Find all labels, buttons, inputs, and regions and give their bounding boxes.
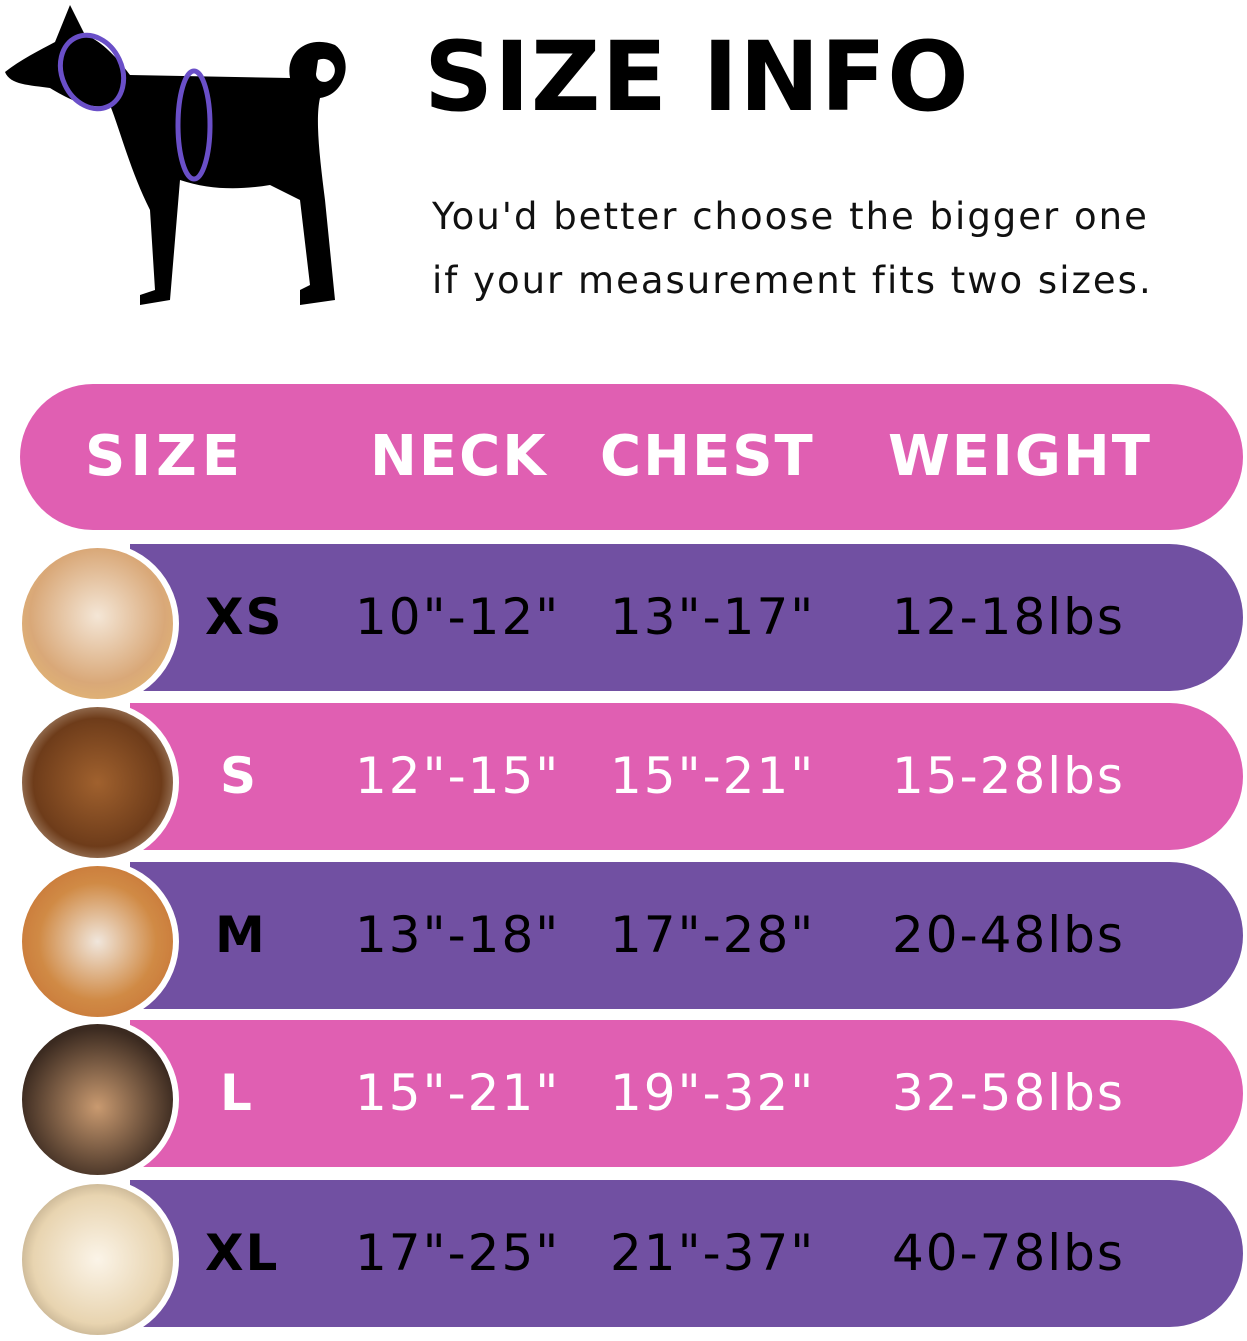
size-note: You'd better choose the bigger one if yo…	[432, 185, 1153, 313]
weight-cell: 32-58lbs	[892, 1064, 1125, 1122]
dog-measurement-icon	[5, 5, 346, 305]
row-bar	[130, 862, 1243, 1009]
weight-cell: 40-78lbs	[892, 1224, 1125, 1282]
weight-cell: 20-48lbs	[892, 906, 1125, 964]
size-cell: XS	[205, 588, 284, 646]
weight-cell: 15-28lbs	[892, 747, 1125, 805]
french-bulldog-photo	[16, 1018, 179, 1181]
table-row: XS 10"-12" 13"-17" 12-18lbs	[16, 542, 1243, 705]
row-bar	[130, 1020, 1243, 1167]
row-bar	[130, 544, 1243, 691]
row-bar	[130, 1180, 1243, 1327]
header-weight: WEIGHT	[888, 424, 1152, 489]
header-neck: NECK	[370, 424, 548, 489]
chest-cell: 13"-17"	[610, 588, 816, 646]
weight-cell: 12-18lbs	[892, 588, 1125, 646]
table-header: SIZE NECK CHEST WEIGHT	[20, 384, 1243, 530]
row-bar	[130, 703, 1243, 850]
table-row: S 12"-15" 15"-21" 15-28lbs	[16, 701, 1243, 864]
chest-cell: 15"-21"	[610, 747, 816, 805]
size-cell: M	[215, 906, 267, 964]
note-line-1: You'd better choose the bigger one	[432, 195, 1149, 238]
labrador-photo	[16, 1178, 179, 1341]
shiba-photo	[16, 860, 179, 1023]
header-size: SIZE	[85, 424, 246, 489]
table-row: XL 17"-25" 21"-37" 40-78lbs	[16, 1178, 1243, 1341]
table-row: M 13"-18" 17"-28" 20-48lbs	[16, 860, 1243, 1023]
page-title: SIZE INFO	[424, 21, 970, 133]
header-chest: CHEST	[600, 424, 815, 489]
neck-cell: 10"-12"	[355, 588, 561, 646]
chest-cell: 17"-28"	[610, 906, 816, 964]
neck-cell: 17"-25"	[355, 1224, 561, 1282]
neck-cell: 13"-18"	[355, 906, 561, 964]
chest-cell: 19"-32"	[610, 1064, 816, 1122]
table-row: L 15"-21" 19"-32" 32-58lbs	[16, 1018, 1243, 1181]
neck-cell: 12"-15"	[355, 747, 561, 805]
poodle-photo	[16, 701, 179, 864]
size-cell: S	[220, 747, 259, 805]
chest-cell: 21"-37"	[610, 1224, 816, 1282]
size-cell: XL	[205, 1224, 280, 1282]
neck-cell: 15"-21"	[355, 1064, 561, 1122]
size-cell: L	[220, 1064, 254, 1122]
note-line-2: if your measurement fits two sizes.	[432, 259, 1153, 302]
pomeranian-photo	[16, 542, 179, 705]
